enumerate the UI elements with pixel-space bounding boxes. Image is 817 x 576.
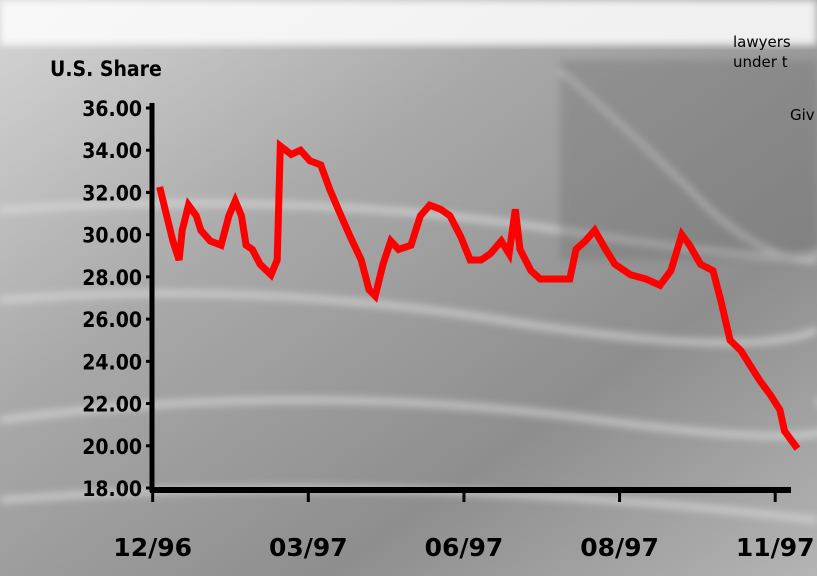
x-tick-label: 08/97 <box>580 533 659 562</box>
y-tick-label: 30.00 <box>82 224 142 248</box>
x-tick-label: 03/97 <box>269 533 348 562</box>
photo-shadow <box>560 60 817 260</box>
y-tick-label: 20.00 <box>82 435 142 459</box>
y-tick-label: 18.00 <box>82 477 142 501</box>
y-tick-label: 22.00 <box>82 393 142 417</box>
y-tick-label: 24.00 <box>82 350 142 374</box>
x-tick-label: 06/97 <box>425 533 504 562</box>
top-haze <box>0 0 817 45</box>
annotation: Giv <box>790 106 815 124</box>
x-tick-label: 12/96 <box>113 533 192 562</box>
line-series <box>156 139 801 451</box>
x-tick-label: 11/97 <box>736 533 815 562</box>
annotation: under t <box>733 53 788 71</box>
y-tick-label: 28.00 <box>82 266 142 290</box>
y-tick-label: 26.00 <box>82 308 142 332</box>
y-tick-label: 32.00 <box>82 181 142 205</box>
y-axis-label: U.S. Share <box>50 57 162 81</box>
y-tick-label: 34.00 <box>82 139 142 163</box>
annotation: lawyers <box>733 33 791 51</box>
y-tick-label: 36.00 <box>82 97 142 121</box>
